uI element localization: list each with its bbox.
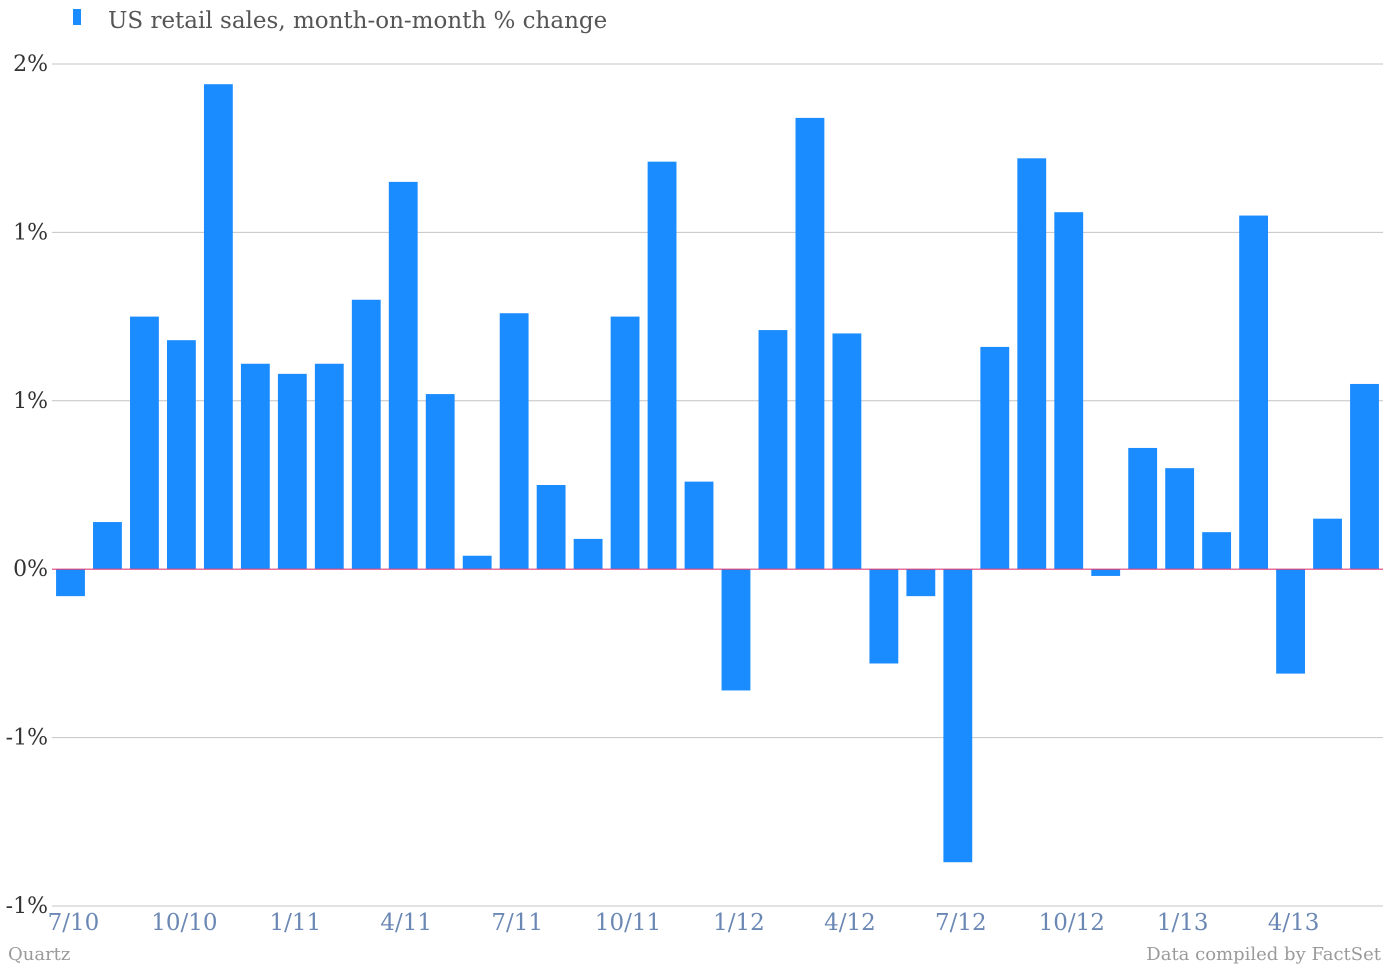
bar-7-12 xyxy=(943,569,973,863)
bar-5-11 xyxy=(425,394,455,570)
bar-1-12 xyxy=(721,569,751,691)
bar-10-11 xyxy=(610,316,640,570)
x-tick-label: 7/11 xyxy=(491,910,543,936)
gridlines xyxy=(52,63,1383,907)
x-tick-label: 1/11 xyxy=(269,910,321,936)
bar-8-11 xyxy=(536,485,566,570)
bar-1-11 xyxy=(277,373,307,570)
bar-11-11 xyxy=(647,161,677,570)
x-tick-label: 1/12 xyxy=(713,910,765,936)
bar-2-13 xyxy=(1202,532,1232,570)
bar-11-10 xyxy=(203,84,233,570)
bar-12-12 xyxy=(1128,447,1158,570)
y-tick-label: 1% xyxy=(13,389,48,414)
x-tick-label: 10/10 xyxy=(151,910,217,936)
bar-7-10 xyxy=(56,569,85,597)
bar-2-11 xyxy=(314,363,344,570)
y-tick-label: 2% xyxy=(13,52,48,77)
bar-5-13 xyxy=(1313,518,1342,570)
footer-source-right: Data compiled by FactSet xyxy=(1146,944,1381,965)
y-tick-label: -1% xyxy=(6,726,48,751)
bars xyxy=(56,84,1379,863)
x-tick-label: 1/13 xyxy=(1157,910,1209,936)
x-axis-tick-labels: 7/10 10/10 1/11 4/11 7/11 10/11 1/12 4/12 7/12 10… xyxy=(48,910,1320,936)
bar-10-10 xyxy=(166,340,196,570)
bar-9-10 xyxy=(130,316,159,570)
bar-6-13 xyxy=(1350,383,1379,570)
bar-4-12 xyxy=(832,333,862,570)
bar-7-11 xyxy=(499,313,529,570)
bar-8-12 xyxy=(980,346,1010,570)
x-tick-label: 4/13 xyxy=(1268,910,1320,936)
x-tick-label: 4/12 xyxy=(824,910,876,936)
y-axis-tick-labels: 2% 1% 1% 0% -1% -1% xyxy=(6,52,48,919)
footer: Quartz Data compiled by FactSet xyxy=(8,944,1382,965)
bar-5-12 xyxy=(869,569,899,664)
bar-6-12 xyxy=(906,569,936,597)
x-tick-label: 7/12 xyxy=(935,910,987,936)
bar-3-12 xyxy=(795,117,825,570)
bar-11-12 xyxy=(1091,569,1121,576)
bar-4-11 xyxy=(388,181,418,570)
bar-3-13 xyxy=(1239,215,1269,570)
y-tick-label: 1% xyxy=(13,220,48,245)
bar-12-11 xyxy=(684,481,714,570)
bar-1-13 xyxy=(1165,468,1195,570)
bar-9-11 xyxy=(573,538,603,570)
x-tick-label: 10/12 xyxy=(1039,910,1105,936)
bar-9-12 xyxy=(1017,158,1047,570)
x-tick-label: 4/11 xyxy=(380,910,432,936)
bar-4-13 xyxy=(1276,569,1305,674)
bar-10-12 xyxy=(1054,212,1084,570)
bar-2-12 xyxy=(758,330,788,570)
legend-swatch xyxy=(73,9,81,25)
x-tick-label: 10/11 xyxy=(595,910,661,936)
footer-source-left: Quartz xyxy=(8,944,70,965)
x-tick-label: 7/10 xyxy=(48,910,100,936)
legend-label: US retail sales, month-on-month % change xyxy=(108,8,607,34)
bar-8-10 xyxy=(93,522,122,570)
y-tick-label: -1% xyxy=(6,894,48,919)
bar-6-11 xyxy=(462,555,492,570)
y-tick-label: 0% xyxy=(13,557,48,582)
bar-12-10 xyxy=(240,363,270,570)
legend: US retail sales, month-on-month % change xyxy=(73,8,607,34)
bar-3-11 xyxy=(351,299,381,570)
